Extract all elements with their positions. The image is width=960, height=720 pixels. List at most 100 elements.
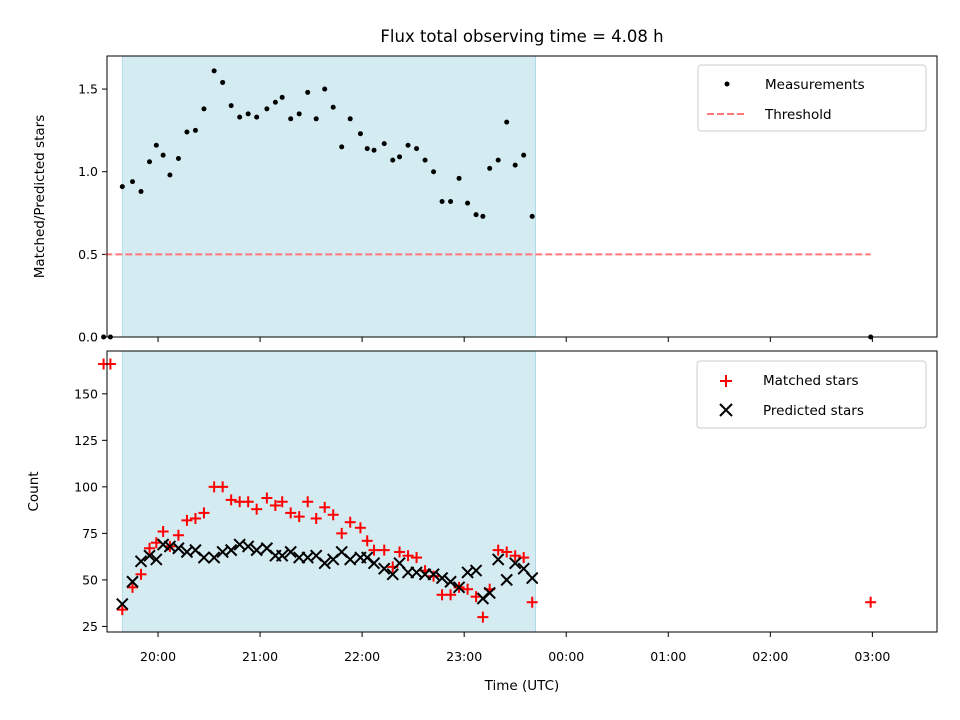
measurement-point: [431, 169, 437, 175]
bottom-axis-ticks: 20:00 21:00 22:00 23:00 00:00 01:00 02:00 03:00…: [74, 386, 890, 664]
predicted-star-point: [452, 581, 466, 594]
predicted-star-point: [250, 543, 263, 557]
matched-star-point: [462, 583, 474, 595]
matched-star-point: [336, 527, 348, 539]
measurement-point: [390, 157, 396, 163]
matched-star-point: [293, 511, 305, 523]
predicted-star-point: [367, 556, 381, 570]
measurement-point: [237, 114, 243, 120]
predicted-star-stroke-b: [444, 575, 457, 588]
legend-threshold-label: Threshold: [764, 107, 832, 123]
predicted-star-stroke-b: [241, 540, 255, 553]
predicted-star-point: [444, 575, 457, 588]
matched-star-point: [361, 535, 373, 547]
matched-star-point: [135, 568, 147, 580]
bottom-y-tick-label: 125: [74, 433, 98, 448]
x-axis-label: Time (UTC): [484, 678, 560, 694]
measurement-point: [147, 159, 153, 165]
matched-star-point: [157, 526, 169, 538]
legend-measurements-marker: [724, 81, 730, 87]
predicted-star-stroke-b: [250, 543, 263, 557]
legend-predicted-marker: [719, 403, 733, 417]
legend-measurements-label: Measurements: [765, 77, 865, 93]
top-y-tick-label: 0.5: [78, 247, 98, 262]
measurement-point: [347, 116, 353, 122]
predicted-star-stroke-b: [367, 556, 381, 570]
x-tick-label: 20:00: [140, 649, 176, 664]
x-tick-label: 03:00: [854, 649, 890, 664]
predicted-star-stroke-b: [318, 556, 331, 570]
bottom-plot-marks: [98, 358, 877, 623]
measurement-point: [184, 129, 190, 135]
predicted-star-stroke-b: [180, 545, 194, 559]
measurement-point: [272, 99, 278, 105]
predicted-star-point: [126, 575, 139, 588]
x-tick-label: 02:00: [752, 649, 788, 664]
predicted-star-stroke-b: [335, 545, 348, 559]
measurement-point: [153, 142, 159, 148]
matched-star-point: [445, 589, 457, 601]
top-legend-box: [697, 64, 927, 132]
matched-star-point: [526, 596, 538, 608]
predicted-star-point: [207, 551, 221, 564]
measurement-point: [305, 89, 311, 95]
predicted-star-stroke-b: [393, 556, 406, 570]
predicted-star-stroke-b: [284, 545, 297, 559]
measurement-point: [465, 200, 471, 206]
top-y-axis-label: Matched/Predicted stars: [32, 115, 48, 278]
predicted-star-point: [378, 562, 391, 575]
top-axes-frame: [106, 55, 938, 338]
predicted-star-stroke-b: [469, 564, 483, 577]
predicted-star-stroke-b: [156, 538, 170, 551]
matched-star-point: [285, 507, 297, 519]
bottom-y-axis-label: Count: [26, 471, 42, 511]
measurement-point: [322, 86, 328, 92]
predicted-star-stroke-b: [150, 553, 163, 566]
matched-star-point: [344, 516, 356, 528]
predicted-star-point: [284, 545, 297, 559]
matched-star-point: [127, 581, 139, 593]
matched-star-point: [354, 522, 366, 534]
predicted-star-stroke-b: [517, 562, 530, 575]
measurement-point: [201, 106, 207, 112]
measurement-point: [279, 94, 285, 100]
measurement-point: [364, 146, 370, 152]
predicted-star-point: [318, 556, 331, 570]
predicted-star-stroke-b: [275, 549, 289, 562]
measurement-point: [160, 152, 166, 158]
matched-star-point: [116, 604, 128, 616]
matched-star-point: [428, 570, 440, 582]
predicted-star-stroke-b: [309, 549, 323, 562]
x-tick-label: 00:00: [548, 649, 584, 664]
matched-star-point: [319, 501, 331, 513]
matched-star-point: [411, 552, 423, 564]
predicted-star-stroke-b: [207, 551, 221, 564]
predicted-star-stroke-b: [508, 556, 522, 570]
bottom-observing-window: [121, 350, 537, 633]
measurement-point: [288, 116, 294, 122]
predicted-star-stroke-b: [197, 551, 211, 564]
measurement-point: [101, 334, 107, 340]
measurement-point: [439, 198, 445, 204]
predicted-star-stroke-b: [301, 551, 314, 564]
measurement-point: [313, 116, 319, 122]
x-tick-label: 23:00: [446, 649, 482, 664]
matched-star-point: [310, 512, 322, 524]
matched-star-point: [144, 542, 156, 554]
predicted-star-point: [134, 555, 148, 568]
predicted-star-stroke-b: [483, 586, 496, 600]
measurement-point: [220, 79, 226, 85]
measurement-point: [167, 172, 173, 178]
predicted-star-stroke-b: [260, 542, 274, 555]
predicted-star-point: [386, 568, 399, 581]
matched-star-point: [327, 509, 339, 521]
measurement-point: [456, 175, 462, 181]
legend-matched-label: Matched stars: [763, 373, 859, 389]
top-y-tick-label: 1.0: [78, 164, 98, 179]
measurement-point: [119, 184, 125, 190]
top-observing-window: [121, 55, 537, 338]
measurement-point: [521, 152, 527, 158]
predicted-star-stroke-b: [500, 573, 513, 587]
matched-star-point: [501, 546, 513, 558]
